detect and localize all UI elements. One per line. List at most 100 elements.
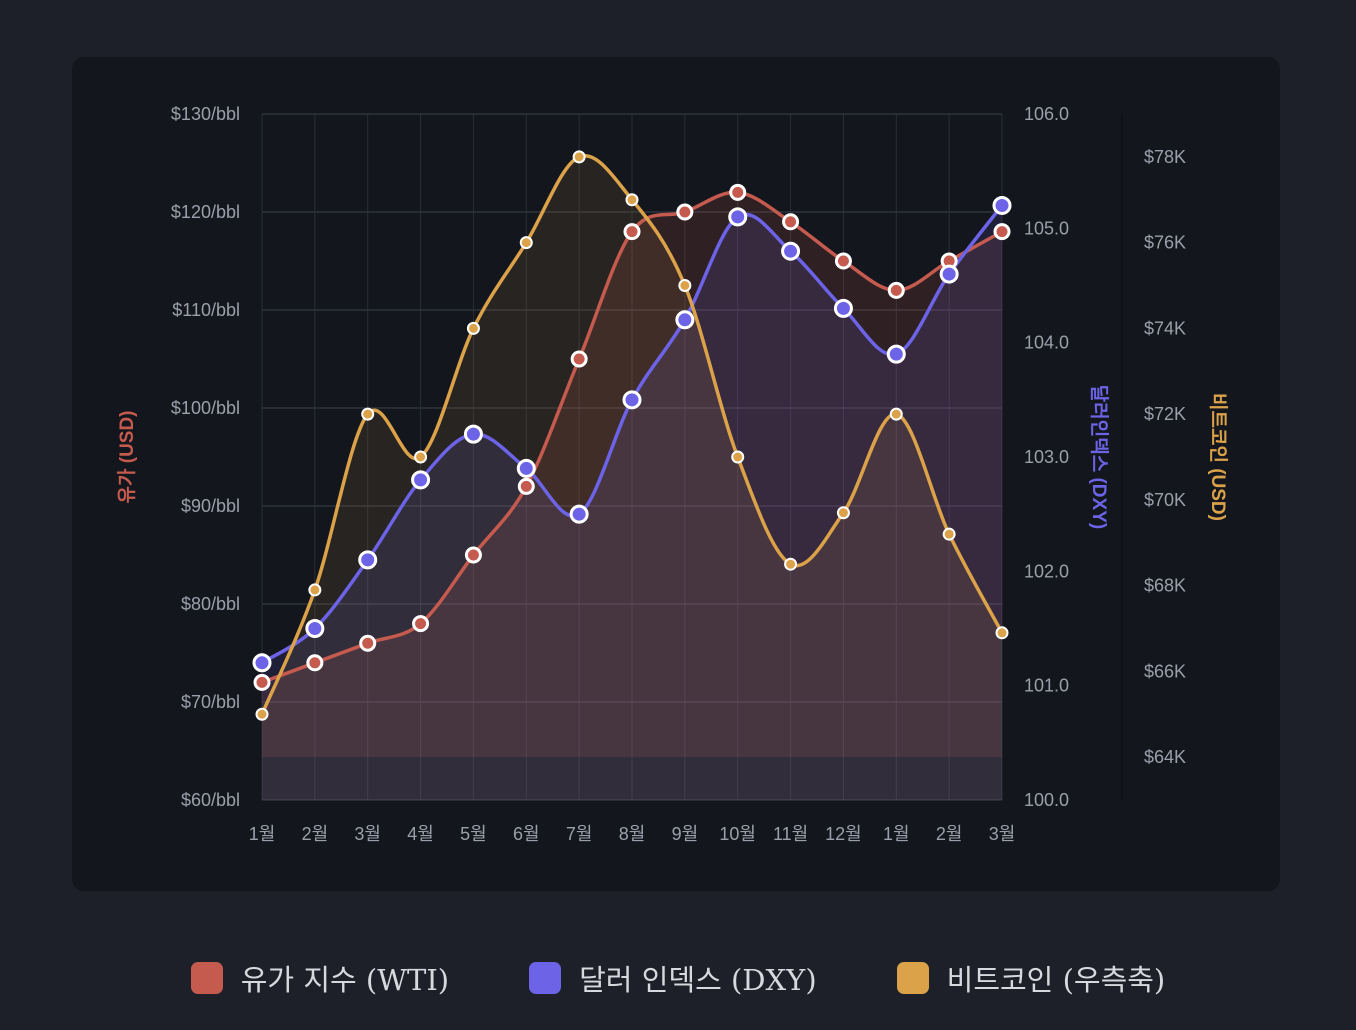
x-tick-label: 6월 <box>513 824 540 844</box>
point-btc[interactable] <box>255 707 269 721</box>
point-btc[interactable] <box>731 450 745 464</box>
point-oil[interactable] <box>570 350 588 368</box>
point-oil[interactable] <box>517 477 535 495</box>
legend-swatch-oil <box>190 962 223 994</box>
point-oil[interactable] <box>623 223 641 241</box>
area-dxy <box>262 205 1002 800</box>
left-tick-label: $60/bbl <box>181 790 240 810</box>
point-btc[interactable] <box>784 557 798 571</box>
x-tick-label: 1월 <box>883 824 910 844</box>
point-dxy[interactable] <box>728 207 748 227</box>
left-tick-label: $120/bbl <box>171 202 240 222</box>
dxy-axis-title: 달러인덱스 (DXY) <box>1088 385 1110 529</box>
btc-tick-label: $72K <box>1144 404 1186 424</box>
point-oil[interactable] <box>306 654 324 672</box>
point-oil[interactable] <box>729 183 747 201</box>
x-tick-label: 3월 <box>354 824 381 844</box>
point-dxy[interactable] <box>252 653 272 673</box>
legend-label-btc: 비트코인 (우측축) <box>946 963 1166 997</box>
point-dxy[interactable] <box>358 550 378 570</box>
dxy-tick-label: 100.0 <box>1024 790 1069 810</box>
btc-axis-title: 비트코인 (USD) <box>1207 393 1229 521</box>
x-tick-label: 11월 <box>773 824 808 844</box>
x-tick-label: 4월 <box>407 824 434 844</box>
legend-label-oil: 유가 지수 (WTI) <box>240 963 450 997</box>
btc-tick-label: $64K <box>1144 747 1186 767</box>
x-tick-label: 2월 <box>936 824 963 844</box>
x-tick-label: 8월 <box>619 824 646 844</box>
point-dxy[interactable] <box>516 458 536 478</box>
point-dxy[interactable] <box>675 310 695 330</box>
point-oil[interactable] <box>464 546 482 564</box>
point-btc[interactable] <box>466 321 480 335</box>
series-points <box>252 150 1012 721</box>
point-dxy[interactable] <box>886 344 906 364</box>
legend-item-dxy[interactable]: 달러 인덱스 (DXY) <box>529 957 817 999</box>
x-tick-label: 5월 <box>460 824 487 844</box>
point-btc[interactable] <box>678 279 692 292</box>
point-dxy[interactable] <box>622 390 642 410</box>
point-oil[interactable] <box>887 281 905 299</box>
btc-tick-label: $74K <box>1144 318 1186 338</box>
point-oil[interactable] <box>412 615 430 633</box>
dxy-tick-label: 106.0 <box>1024 104 1069 124</box>
series-areas <box>262 155 1002 800</box>
point-dxy[interactable] <box>463 424 483 444</box>
point-btc[interactable] <box>625 193 639 207</box>
dxy-tick-label: 105.0 <box>1024 218 1069 238</box>
btc-tick-label: $78K <box>1144 147 1186 167</box>
point-oil[interactable] <box>993 223 1011 241</box>
point-btc[interactable] <box>942 527 956 541</box>
point-dxy[interactable] <box>305 619 325 638</box>
point-dxy[interactable] <box>833 298 853 318</box>
x-tick-label: 3월 <box>989 824 1016 844</box>
x-tick-label: 7월 <box>566 824 593 844</box>
point-oil[interactable] <box>782 213 800 231</box>
point-dxy[interactable] <box>411 470 431 490</box>
dxy-tick-label: 101.0 <box>1024 676 1069 696</box>
chart-card <box>72 57 1280 891</box>
point-dxy[interactable] <box>569 504 589 524</box>
legend: 유가 지수 (WTI) 달러 인덱스 (DXY) 비트코인 (우측축) <box>0 950 1356 1006</box>
point-btc[interactable] <box>519 236 533 250</box>
btc-tick-label: $68K <box>1144 576 1186 596</box>
line-oil <box>260 190 1004 685</box>
area-btc <box>262 155 1002 800</box>
point-dxy[interactable] <box>939 264 959 284</box>
btc-tick-label: $66K <box>1144 661 1186 681</box>
point-dxy[interactable] <box>781 241 801 261</box>
left-tick-label: $100/bbl <box>171 398 240 418</box>
point-btc[interactable] <box>995 626 1009 640</box>
left-axis-title: 유가 (USD) <box>116 410 138 503</box>
point-oil[interactable] <box>676 203 694 221</box>
x-tick-label: 10월 <box>719 824 756 844</box>
point-oil[interactable] <box>253 673 271 691</box>
left-tick-label: $130/bbl <box>171 104 240 124</box>
point-btc[interactable] <box>308 583 322 597</box>
legend-item-btc[interactable]: 비트코인 (우측축) <box>896 957 1166 999</box>
left-tick-label: $70/bbl <box>181 692 240 712</box>
btc-tick-label: $76K <box>1144 233 1186 253</box>
point-dxy[interactable] <box>992 195 1012 215</box>
point-oil[interactable] <box>359 634 377 652</box>
x-tick-label: 1월 <box>249 824 276 844</box>
btc-tick-label: $70K <box>1144 490 1186 510</box>
left-tick-label: $80/bbl <box>181 594 240 614</box>
point-btc[interactable] <box>836 506 850 520</box>
point-btc[interactable] <box>889 407 903 421</box>
x-tick-label: 2월 <box>302 824 329 844</box>
legend-label-dxy: 달러 인덱스 (DXY) <box>579 963 817 997</box>
axis-ticks: 1월 2월 3월 4월 5월 6월 7월 8월 9월 10월 11월 12월 1월 2월 3월 $60/bbl… <box>171 104 1186 844</box>
point-btc[interactable] <box>361 407 375 421</box>
point-btc[interactable] <box>414 450 428 464</box>
legend-item-oil[interactable]: 유가 지수 (WTI) <box>190 957 450 999</box>
area-oil <box>262 192 1002 758</box>
left-tick-label: $90/bbl <box>181 496 240 516</box>
x-tick-label: 12월 <box>825 824 862 844</box>
point-btc[interactable] <box>572 150 586 164</box>
legend-swatch-dxy <box>529 962 562 994</box>
x-tick-label: 9월 <box>672 824 699 844</box>
left-tick-label: $110/bbl <box>172 300 240 320</box>
point-oil[interactable] <box>834 252 852 270</box>
